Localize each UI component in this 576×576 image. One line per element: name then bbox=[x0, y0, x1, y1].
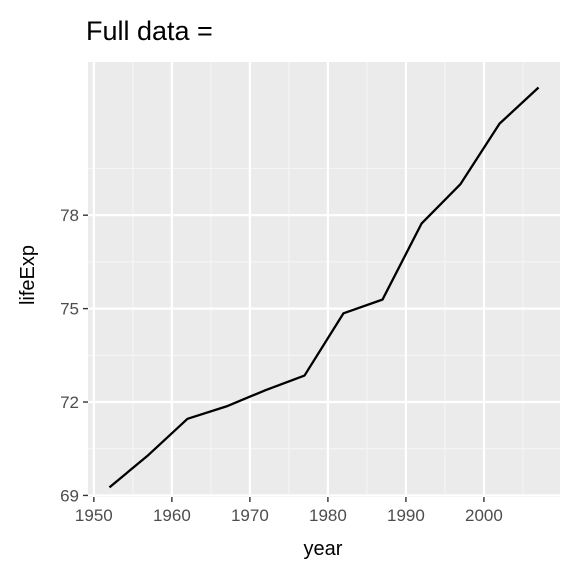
plot-panel bbox=[88, 62, 560, 497]
x-tick-label: 1950 bbox=[75, 506, 113, 525]
y-axis-label: lifeExp bbox=[17, 245, 39, 305]
x-tick-label: 1960 bbox=[153, 506, 191, 525]
y-tick-label: 78 bbox=[60, 206, 79, 225]
y-tick-label: 72 bbox=[60, 393, 79, 412]
y-axis: 69 72 75 78 bbox=[60, 206, 88, 505]
x-axis-label: year bbox=[304, 538, 343, 560]
x-tick-label: 1980 bbox=[309, 506, 347, 525]
minor-gridlines bbox=[88, 62, 560, 497]
x-tick-label: 2000 bbox=[465, 506, 503, 525]
series-layer bbox=[108, 86, 540, 489]
major-gridlines bbox=[88, 62, 560, 497]
series-line bbox=[108, 86, 540, 489]
y-tick-label: 69 bbox=[60, 486, 79, 505]
x-tick-label: 1990 bbox=[387, 506, 425, 525]
chart-title: Full data = bbox=[86, 16, 213, 46]
x-tick-label: 1970 bbox=[231, 506, 269, 525]
x-axis: 1950 1960 1970 1980 1990 2000 bbox=[75, 497, 503, 525]
y-tick-label: 75 bbox=[60, 300, 79, 319]
